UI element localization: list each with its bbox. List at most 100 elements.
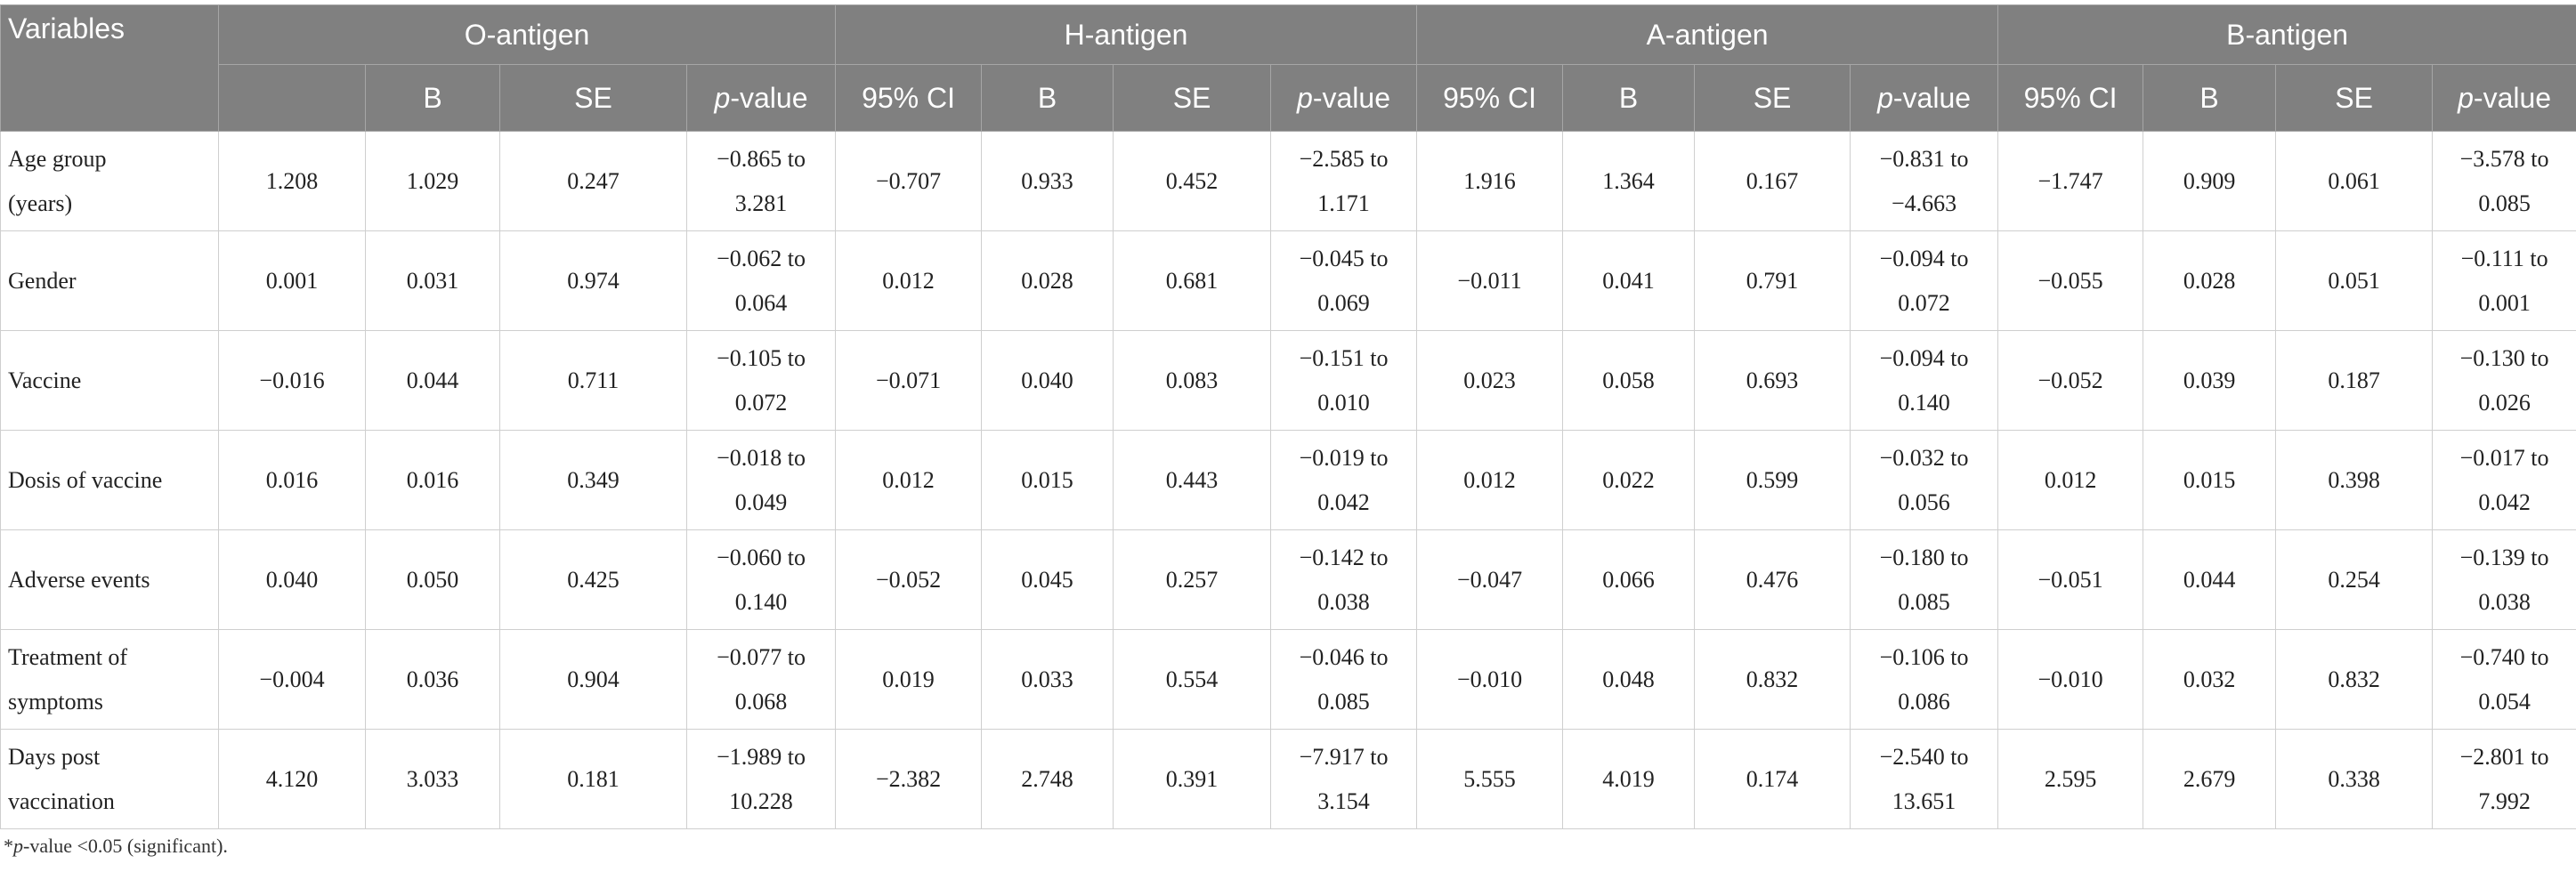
subheader: SE [1694, 64, 1851, 132]
value-cell: 0.443 [1113, 430, 1272, 530]
value-cell: 0.032 [2143, 629, 2277, 730]
header-row: Variables O-antigen H-antigen A-antigen B-a… [0, 4, 2576, 132]
ci-value: −0.018 to 0.049 [717, 444, 806, 515]
ci-value: −1.989 to 10.228 [717, 743, 806, 814]
group-header: A-antigen [1416, 4, 1999, 65]
value-cell: 0.015 [981, 430, 1114, 530]
value-cell: 0.349 [499, 430, 687, 530]
empty-header [218, 64, 366, 132]
footnote-mark: * [4, 835, 13, 857]
value-cell: 1.029 [365, 131, 500, 231]
ci-cell: −0.105 to 0.072 [685, 330, 837, 431]
ci-value: −2.585 to 1.171 [1299, 145, 1389, 216]
row-label-cell: Gender [0, 230, 219, 331]
ci-value: −2.801 to 7.992 [2459, 743, 2549, 814]
subheader: SE [499, 64, 687, 132]
table-header: Variables O-antigen H-antigen A-antigen B-a… [0, 4, 2576, 132]
value-cell: 0.933 [981, 131, 1114, 231]
ci-value: −0.106 to 0.086 [1879, 643, 1969, 715]
ci-cell: −0.139 to 0.038 [2432, 529, 2576, 630]
ci-value: −0.130 to 0.026 [2459, 344, 2549, 416]
subheader: B [1562, 64, 1696, 132]
value-cell: 0.012 [1997, 430, 2144, 530]
group-header: O-antigen [217, 4, 837, 65]
ci-cell: −3.578 to 0.085 [2432, 131, 2576, 231]
value-cell: 0.044 [2143, 529, 2277, 630]
value-cell: 0.040 [218, 529, 366, 630]
value-cell: 0.031 [365, 230, 500, 331]
value-cell: 0.909 [2143, 131, 2277, 231]
value-cell: 2.748 [981, 729, 1114, 829]
value-cell: 0.832 [2275, 629, 2434, 730]
ci-cell: −0.045 to 0.069 [1270, 230, 1418, 331]
value-cell: 0.257 [1113, 529, 1272, 630]
value-cell: 0.061 [2275, 131, 2434, 231]
subheader: 95% CI [835, 64, 983, 132]
value-cell: −0.010 [1416, 629, 1564, 730]
subheader-row: B SE p-value 95% CI B SE p-value 95% CI B SE p-val… [1, 64, 2576, 132]
value-cell: 0.028 [981, 230, 1114, 331]
value-cell: 0.041 [1562, 230, 1696, 331]
data-row: Age group (years) 1.208 1.029 0.247 −0.865 t… [0, 131, 2576, 231]
value-cell: −0.055 [1997, 230, 2144, 331]
subheader: B [365, 64, 500, 132]
footnote: *p-value <0.05 (significant). [4, 835, 228, 858]
value-cell: −0.052 [835, 529, 983, 630]
subheader: p-value [2432, 64, 2576, 132]
ci-value: −7.917 to 3.154 [1299, 743, 1389, 814]
value-cell: 0.391 [1113, 729, 1272, 829]
value-cell: 0.044 [365, 330, 500, 431]
group-header: B-antigen [1997, 4, 2576, 65]
value-cell: 0.425 [499, 529, 687, 630]
value-cell: 0.039 [2143, 330, 2277, 431]
subheader-italic: p [2458, 81, 2474, 114]
variables-header: Variables [0, 4, 219, 132]
value-cell: 0.181 [499, 729, 687, 829]
value-cell: −0.004 [218, 629, 366, 730]
ci-cell: −0.831 to −4.663 [1850, 131, 1999, 231]
footnote-text: -value <0.05 (significant). [23, 835, 228, 857]
row-label-cell: Treatment of symptoms [0, 629, 219, 730]
value-cell: 0.023 [1416, 330, 1564, 431]
row-label: Treatment of symptoms [8, 643, 128, 715]
value-cell: −0.707 [835, 131, 983, 231]
ci-cell: −0.106 to 0.086 [1850, 629, 1999, 730]
ci-value: −0.062 to 0.064 [717, 245, 806, 316]
ci-cell: −0.046 to 0.085 [1270, 629, 1418, 730]
value-cell: 0.083 [1113, 330, 1272, 431]
ci-value: −0.105 to 0.072 [717, 344, 806, 416]
ci-value: −0.831 to −4.663 [1879, 145, 1969, 216]
value-cell: 0.452 [1113, 131, 1272, 231]
value-cell: 0.050 [365, 529, 500, 630]
regression-table: Variables O-antigen H-antigen A-antigen B-a… [0, 4, 2576, 829]
ci-cell: −2.585 to 1.171 [1270, 131, 1418, 231]
value-cell: 1.364 [1562, 131, 1696, 231]
subheader: p-value [1850, 64, 1999, 132]
value-cell: 5.555 [1416, 729, 1564, 829]
value-cell: 0.711 [499, 330, 687, 431]
value-cell: 0.338 [2275, 729, 2434, 829]
ci-cell: −0.094 to 0.140 [1850, 330, 1999, 431]
value-cell: 0.187 [2275, 330, 2434, 431]
value-cell: 0.058 [1562, 330, 1696, 431]
group-header: H-antigen [835, 4, 1418, 65]
subheader-text: -value [1892, 81, 1972, 114]
value-cell: 0.036 [365, 629, 500, 730]
value-cell: 0.040 [981, 330, 1114, 431]
value-cell: 0.016 [365, 430, 500, 530]
value-cell: 0.974 [499, 230, 687, 331]
value-cell: 0.016 [218, 430, 366, 530]
value-cell: 0.012 [1416, 430, 1564, 530]
subheader: p-value [1270, 64, 1418, 132]
value-cell: 0.681 [1113, 230, 1272, 331]
subheader-italic: p [1297, 81, 1313, 114]
value-cell: 0.012 [835, 430, 983, 530]
subheader-text: -value [1312, 81, 1390, 114]
ci-cell: −0.018 to 0.049 [685, 430, 837, 530]
value-cell: 0.254 [2275, 529, 2434, 630]
value-cell: 0.045 [981, 529, 1114, 630]
row-label-cell: Age group (years) [0, 131, 219, 231]
row-label: Gender [8, 267, 77, 294]
value-cell: 0.832 [1694, 629, 1851, 730]
